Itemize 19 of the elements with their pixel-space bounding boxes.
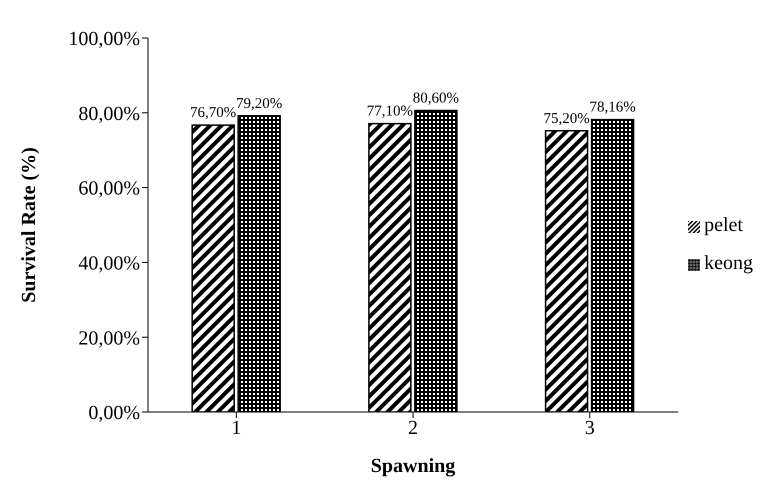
data-label: 79,20% <box>236 96 282 112</box>
data-label: 75,20% <box>543 110 590 127</box>
y-tick-label: 40,00% <box>78 252 140 274</box>
x-tick-label: 3 <box>584 417 595 440</box>
data-label: 80,60% <box>412 90 460 107</box>
legend-label: keong <box>704 252 753 274</box>
data-label: 77,10% <box>366 104 414 120</box>
y-tick-label: 80,00% <box>78 102 140 125</box>
data-label: 78,16% <box>589 100 636 116</box>
x-axis-title: Spawning <box>370 455 456 477</box>
y-tick-label: 0,00% <box>88 402 140 424</box>
y-tick-label: 60,00% <box>78 178 140 200</box>
y-tick-label: 20,00% <box>78 327 140 350</box>
x-tick-label: 2 <box>408 417 418 440</box>
y-axis-title: Survival Rate (%) <box>18 147 40 303</box>
y-tick-label: 100,00% <box>68 28 140 50</box>
legend-label: pelet <box>704 214 743 236</box>
x-tick-label: 1 <box>231 417 242 440</box>
data-label: 76,70% <box>190 105 236 122</box>
